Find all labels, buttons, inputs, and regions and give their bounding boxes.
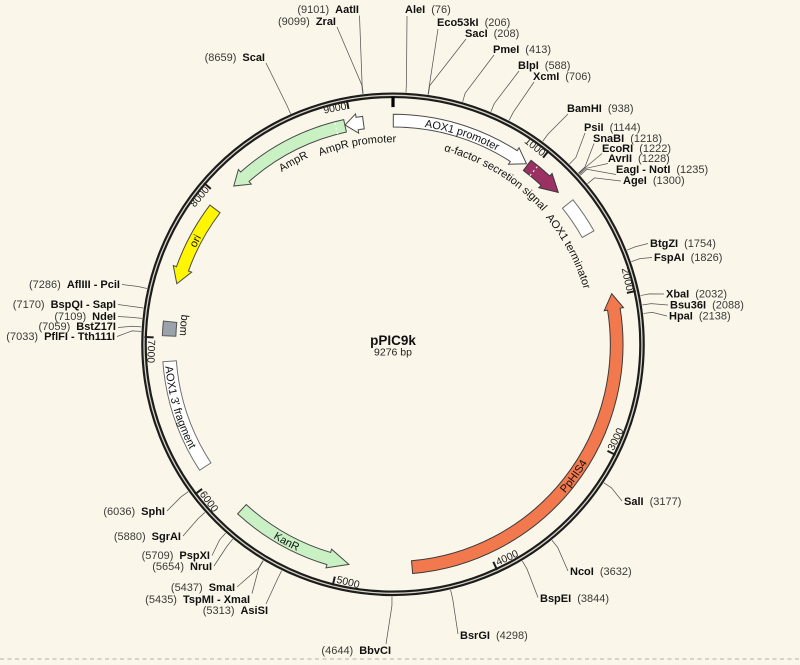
svg-text:(7033)PflFI - Tth111I: (7033) PflFI - Tth111I	[6, 331, 115, 343]
svg-text:(9101)AatII: (9101) AatII	[297, 4, 359, 16]
svg-text:(7059)BstZ17I: (7059) BstZ17I	[38, 321, 116, 333]
svg-text:XcmI(706): XcmI (706)	[533, 71, 591, 83]
svg-text:PsiI(1144): PsiI (1144)	[584, 122, 641, 134]
svg-text:BspEI(3844): BspEI (3844)	[540, 593, 609, 605]
svg-text:7000: 7000	[144, 340, 157, 364]
svg-text:(8659)ScaI: (8659) ScaI	[205, 52, 265, 64]
svg-text:HpaI(2138): HpaI (2138)	[669, 311, 731, 323]
svg-text:BtgZI(1754): BtgZI (1754)	[650, 238, 716, 250]
svg-text:9276 bp: 9276 bp	[374, 347, 412, 359]
svg-text:(5709)PspXI: (5709) PspXI	[142, 550, 210, 562]
svg-text:Bsu36I(2088): Bsu36I (2088)	[670, 300, 744, 312]
svg-text:EcoRI(1222): EcoRI (1222)	[602, 143, 671, 155]
svg-text:(5437)SmaI: (5437) SmaI	[171, 582, 235, 594]
svg-text:AvrII(1228): AvrII (1228)	[608, 153, 670, 165]
svg-text:SacI(208): SacI (208)	[465, 28, 519, 40]
svg-text:(4644)BbvCI: (4644) BbvCI	[321, 645, 391, 657]
svg-text:2000: 2000	[619, 267, 636, 293]
svg-text:(9099)ZraI: (9099) ZraI	[278, 16, 336, 28]
svg-text:(7109)NdeI: (7109) NdeI	[54, 311, 116, 323]
svg-text:EagI - NotI(1235): EagI - NotI (1235)	[616, 164, 708, 176]
svg-text:AgeI(1300): AgeI (1300)	[623, 175, 685, 187]
svg-text:XbaI(2032): XbaI (2032)	[666, 289, 727, 301]
svg-text:PmeI(413): PmeI (413)	[493, 44, 551, 56]
svg-text:BamHI(938): BamHI (938)	[567, 103, 634, 115]
svg-text:NcoI(3632): NcoI (3632)	[570, 566, 632, 578]
svg-text:9000: 9000	[322, 100, 347, 116]
svg-text:(6036)SphI: (6036) SphI	[103, 506, 165, 518]
svg-text:5000: 5000	[335, 574, 361, 591]
svg-text:SnaBI(1218): SnaBI (1218)	[593, 133, 662, 145]
svg-text:bom: bom	[177, 314, 191, 336]
svg-text:Eco53kI(206): Eco53kI (206)	[437, 17, 510, 29]
svg-text:BsrGI(4298): BsrGI (4298)	[460, 630, 528, 642]
svg-text:ori: ori	[188, 233, 204, 250]
svg-text:BlpI(588): BlpI (588)	[518, 60, 570, 72]
svg-text:(5654)NruI: (5654) NruI	[152, 561, 212, 573]
svg-text:SalI(3177): SalI (3177)	[624, 496, 681, 508]
svg-text:(5313)AsiSI: (5313) AsiSI	[203, 605, 268, 617]
svg-text:pPIC9k: pPIC9k	[370, 333, 416, 348]
svg-text:(5435)TspMI - XmaI: (5435) TspMI - XmaI	[145, 594, 250, 606]
svg-text:(5880)SgrAI: (5880) SgrAI	[114, 531, 181, 543]
svg-text:(7170)BspQI - SapI: (7170) BspQI - SapI	[13, 299, 116, 311]
svg-text:AleI(76): AleI (76)	[405, 4, 451, 16]
svg-text:(7286)AflIII - PciI: (7286) AflIII - PciI	[29, 279, 120, 291]
svg-text:FspAI(1826): FspAI (1826)	[654, 252, 722, 264]
